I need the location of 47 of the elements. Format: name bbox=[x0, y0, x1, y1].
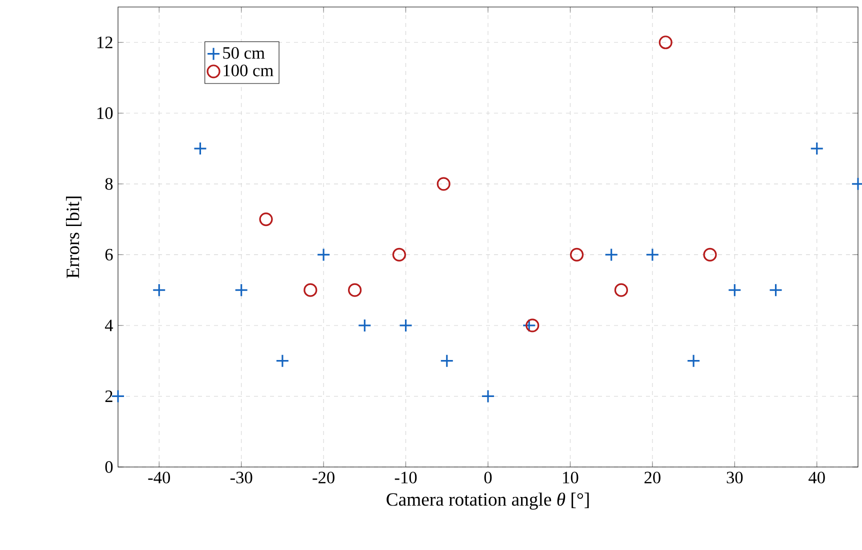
x-tick-label: -40 bbox=[148, 472, 170, 484]
x-tick-label: 10 bbox=[563, 472, 578, 484]
point bbox=[728, 283, 742, 297]
point bbox=[111, 389, 125, 404]
point bbox=[152, 283, 166, 297]
point bbox=[392, 248, 406, 262]
point bbox=[348, 283, 362, 297]
x-tick-label: 20 bbox=[644, 472, 660, 484]
point bbox=[259, 212, 273, 226]
x-tick-label: -20 bbox=[312, 472, 334, 484]
x-tick-label: 30 bbox=[726, 472, 743, 484]
point bbox=[522, 318, 536, 332]
point bbox=[810, 142, 824, 156]
point bbox=[234, 283, 248, 297]
y-tick-label: 8 bbox=[105, 178, 113, 190]
x-tick-label: 0 bbox=[484, 472, 492, 484]
y-tick-label: 0 bbox=[105, 461, 113, 473]
point bbox=[398, 318, 413, 332]
point bbox=[614, 283, 628, 297]
point bbox=[768, 283, 783, 297]
point bbox=[316, 248, 330, 262]
y-tick-label: 12 bbox=[97, 36, 112, 48]
point bbox=[304, 283, 318, 297]
point bbox=[686, 354, 700, 368]
y-tick-label: 10 bbox=[97, 107, 113, 119]
point bbox=[276, 354, 290, 368]
point bbox=[570, 248, 584, 262]
legend-label: 50 cm bbox=[223, 47, 265, 59]
point bbox=[358, 318, 372, 332]
y-axis-title: Errors [bit] bbox=[66, 196, 82, 278]
legend-label: 100 cm bbox=[224, 64, 274, 76]
point bbox=[703, 248, 717, 262]
point bbox=[526, 318, 540, 332]
point bbox=[436, 177, 450, 191]
x-tick-label: -10 bbox=[394, 472, 417, 484]
point bbox=[193, 142, 208, 156]
point bbox=[646, 248, 660, 262]
point bbox=[604, 248, 618, 262]
point bbox=[658, 36, 672, 50]
point bbox=[481, 389, 495, 404]
y-tick-label: 4 bbox=[104, 320, 114, 332]
x-axis-title: Camera rotation angle θ [°] bbox=[386, 492, 589, 510]
point bbox=[440, 354, 454, 368]
x-tick-label: -30 bbox=[230, 472, 252, 484]
x-tick-label: 40 bbox=[808, 472, 825, 484]
y-tick-label: 6 bbox=[105, 248, 113, 261]
y-tick-label: 2 bbox=[105, 390, 112, 402]
